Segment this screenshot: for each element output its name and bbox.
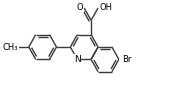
Text: CH₃: CH₃ [3,42,18,52]
Text: OH: OH [99,3,112,12]
Text: N: N [74,55,81,64]
Text: Br: Br [122,55,131,64]
Text: O: O [77,3,83,12]
